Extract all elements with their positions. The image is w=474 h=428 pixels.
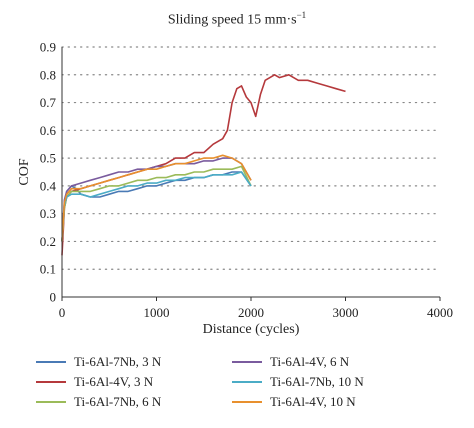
x-axis-label: Distance (cycles) [203,322,300,337]
legend-label: Ti-6Al-7Nb, 3 N [74,354,162,369]
chart-title-main: Sliding speed 15 mm·s [167,12,297,28]
legend-item: Ti-6Al-7Nb, 3 N [36,354,161,370]
x-tick-label: 2000 [238,305,264,320]
legend-swatch [36,401,66,403]
series-line-6 [61,154,252,242]
x-tick-label: 3000 [333,305,359,320]
legend-swatch [232,401,262,403]
grid-lines [61,46,441,270]
series-layer [61,74,346,256]
y-axis-label: COF [17,158,32,185]
legend-label: Ti-6Al-7Nb, 10 N [270,374,364,389]
legend-swatch [232,361,262,363]
y-tick-label: 0.7 [40,95,57,110]
legend-item: Ti-6Al-4V, 10 N [232,394,356,410]
legend-item: Ti-6Al-4V, 6 N [232,354,349,370]
legend-label: Ti-6Al-7Nb, 6 N [74,394,162,409]
legend-label: Ti-6Al-4V, 10 N [270,394,356,409]
tick-labels: 0 0.1 0.2 0.3 0.4 0.5 0.6 0.7 0.8 0.9 0 1000 2000 300… [40,40,453,321]
y-tick-label: 0.1 [40,262,56,277]
chart-title: Sliding speed 15 mm·s−1 [0,10,474,29]
y-tick-label: 0.8 [40,67,56,82]
legend-item: Ti-6Al-7Nb, 6 N [36,394,161,410]
x-tick-label: 1000 [144,305,170,320]
legend-swatch [36,381,66,383]
y-tick-label: 0.4 [40,178,57,193]
legend-swatch [232,381,262,383]
series-line-2 [61,74,346,256]
series-line-3 [61,165,252,242]
y-tick-label: 0.6 [40,123,57,138]
legend-label: Ti-6Al-4V, 6 N [270,354,350,369]
legend-label: Ti-6Al-4V, 3 N [74,374,154,389]
series-line-5 [61,171,252,242]
series-line-4 [61,157,252,242]
y-tick-label: 0 [50,290,57,305]
y-tick-label: 0.3 [40,206,56,221]
x-tick-label: 0 [59,305,66,320]
legend-item: Ti-6Al-7Nb, 10 N [232,374,364,390]
legend-item: Ti-6Al-4V, 3 N [36,374,153,390]
chart-title-superscript: −1 [296,10,307,20]
y-tick-label: 0.2 [40,234,56,249]
y-tick-label: 0.5 [40,151,56,166]
x-tick-label: 4000 [427,305,453,320]
y-tick-label: 0.9 [40,40,56,55]
legend-swatch [36,361,66,363]
